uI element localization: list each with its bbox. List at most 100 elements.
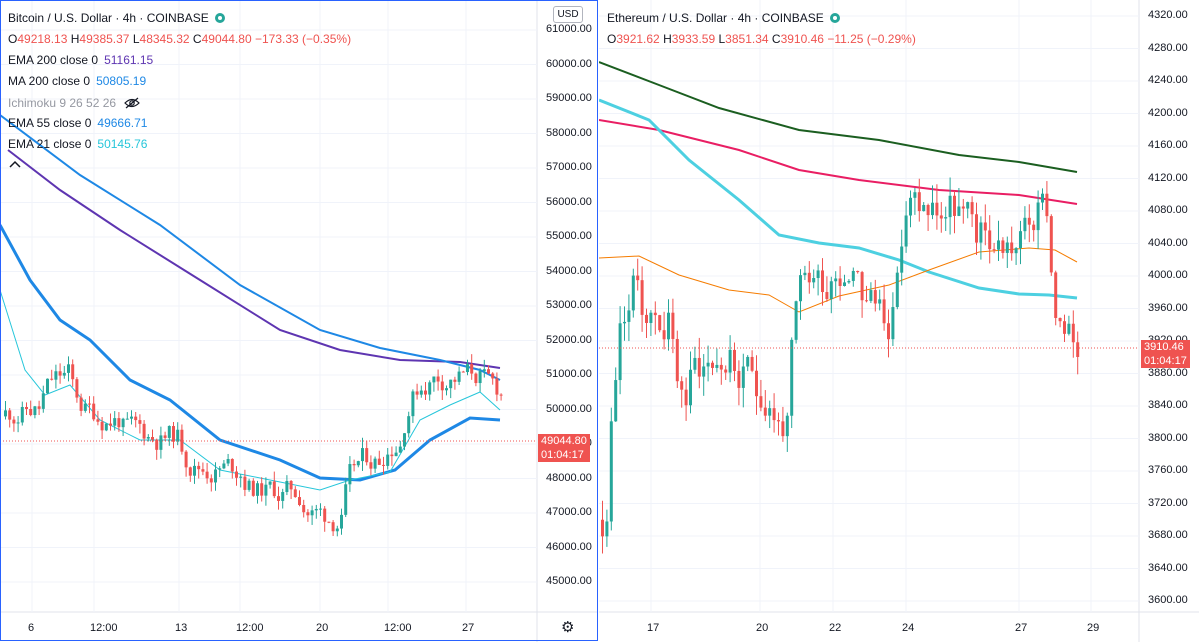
eth-candle-body xyxy=(900,246,904,273)
btc-candle-body xyxy=(58,371,62,376)
currency-select-button[interactable]: USD xyxy=(553,6,583,23)
eth-candle-body xyxy=(1032,224,1036,231)
eth-candle-body xyxy=(1054,272,1058,318)
eth-candle-body xyxy=(719,364,723,370)
indicator-value: 49666.71 xyxy=(97,116,148,130)
settings-gear-icon[interactable]: ⚙ xyxy=(561,619,575,636)
eth-candle-body xyxy=(922,205,926,212)
eth-candle-body xyxy=(711,362,714,368)
btc-candle-body xyxy=(239,476,243,478)
eth-candle-body xyxy=(785,415,789,437)
eth-candle-body xyxy=(627,310,631,322)
btc-candle-body xyxy=(218,468,222,470)
eye-hidden-icon[interactable] xyxy=(124,92,140,113)
btc-candle-body xyxy=(92,403,96,420)
btc-candle-body xyxy=(4,410,7,417)
eth-candle-body xyxy=(1005,242,1009,253)
btc-candle-body xyxy=(251,480,255,496)
eth-candle-body xyxy=(1001,240,1005,253)
indicator-ichimoku[interactable]: Ichimoku 9 26 52 26 xyxy=(8,92,351,113)
eth-candle-body xyxy=(997,240,1000,250)
btc-candle-body xyxy=(256,483,259,496)
eth-price-tick: 4040.00 xyxy=(1148,236,1188,249)
btc-candle-body xyxy=(386,454,390,466)
eth-candle-body xyxy=(1027,217,1031,225)
eth-ema-red-line xyxy=(599,119,1078,205)
btc-candle-body xyxy=(482,369,486,372)
eth-open: 3921.62 xyxy=(616,32,660,46)
btc-chart-canvas[interactable] xyxy=(0,0,598,642)
eth-chart-canvas[interactable] xyxy=(599,0,1199,642)
btc-price-tick: 54000.00 xyxy=(546,264,592,277)
btc-time-tick: 13 xyxy=(175,622,188,634)
btc-candle-body xyxy=(466,364,469,373)
eth-time-tick: 27 xyxy=(1015,622,1028,634)
btc-candle-body xyxy=(109,423,112,426)
eth-candle-body xyxy=(684,389,688,406)
btc-candle-body xyxy=(79,397,83,411)
btc-candle-body xyxy=(407,416,411,434)
btc-candle-body xyxy=(293,489,297,498)
indicator-ema55[interactable]: EMA 55 close 0 49666.71 xyxy=(8,113,351,134)
eth-candle-body xyxy=(931,202,934,216)
eth-candle-body xyxy=(944,217,948,219)
btc-candle-body xyxy=(167,426,171,438)
btc-candle-body xyxy=(365,448,369,463)
eth-candle-body xyxy=(1049,216,1053,273)
btc-candle-body xyxy=(155,439,159,450)
btc-candle-body xyxy=(138,420,142,424)
eth-candle-body xyxy=(803,272,807,276)
eth-candle-body xyxy=(623,321,626,324)
btc-candle-body xyxy=(16,422,20,424)
eth-symbol-title[interactable]: Ethereum / U.S. Dollar · 4h · COINBASE xyxy=(607,11,824,25)
btc-candle-body xyxy=(205,471,209,479)
eth-candle-body xyxy=(653,312,657,316)
eth-candle-body xyxy=(838,278,842,286)
eth-price-tick: 4160.00 xyxy=(1148,139,1188,151)
eth-candle-body xyxy=(851,270,855,281)
eth-candle-body xyxy=(772,408,776,421)
btc-close: 49044.80 xyxy=(201,32,252,46)
eth-candle-body xyxy=(812,278,816,283)
btc-candle-body xyxy=(180,429,184,452)
eth-candle-body xyxy=(878,299,882,304)
eth-candle-body xyxy=(715,364,719,368)
eth-candle-body xyxy=(671,312,675,339)
indicator-ema200[interactable]: EMA 200 close 0 51161.15 xyxy=(8,50,351,71)
btc-candle-body xyxy=(125,418,129,420)
eth-candle-body xyxy=(1014,248,1018,254)
eth-candle-body xyxy=(759,396,763,408)
btc-candle-body xyxy=(390,454,394,457)
btc-symbol-title[interactable]: Bitcoin / U.S. Dollar · 4h · COINBASE xyxy=(8,11,209,25)
eth-candle-body xyxy=(979,222,983,243)
btc-candle-body xyxy=(104,423,108,431)
btc-candle-body xyxy=(478,371,482,384)
btc-chart-pane[interactable]: Bitcoin / U.S. Dollar · 4h · COINBASE O4… xyxy=(0,0,598,642)
indicator-label: Ichimoku 9 26 52 26 xyxy=(8,96,117,110)
btc-open: 49218.13 xyxy=(17,32,68,46)
collapse-legend-button[interactable] xyxy=(8,155,351,176)
indicator-value: 51161.15 xyxy=(104,53,154,67)
btc-price-tick: 50000.00 xyxy=(546,402,592,415)
eth-candle-body xyxy=(825,292,829,299)
btc-candle-body xyxy=(214,469,217,483)
btc-candle-body xyxy=(419,390,423,395)
eth-candle-body xyxy=(939,215,943,219)
eth-candle-body xyxy=(1058,317,1062,322)
btc-candle-body xyxy=(62,372,66,376)
indicator-label: EMA 55 close 0 xyxy=(8,116,92,130)
btc-candle-body xyxy=(335,528,339,532)
eth-high: 3933.59 xyxy=(671,32,716,46)
eth-candle-body xyxy=(1036,202,1040,231)
indicator-ma200[interactable]: MA 200 close 0 50805.19 xyxy=(8,71,351,92)
eth-candle-body xyxy=(697,357,701,377)
eth-candle-body xyxy=(891,307,895,340)
eth-chart-pane[interactable]: Ethereum / U.S. Dollar · 4h · COINBASE O… xyxy=(599,0,1199,642)
indicator-ema21[interactable]: EMA 21 close 0 50145.76 xyxy=(8,134,351,155)
btc-candle-body xyxy=(243,476,247,490)
eth-low: 3851.34 xyxy=(725,32,769,46)
eth-candle-body xyxy=(689,369,692,406)
btc-candle-body xyxy=(491,373,495,379)
eth-candle-body xyxy=(763,407,767,416)
btc-candle-body xyxy=(394,452,398,457)
